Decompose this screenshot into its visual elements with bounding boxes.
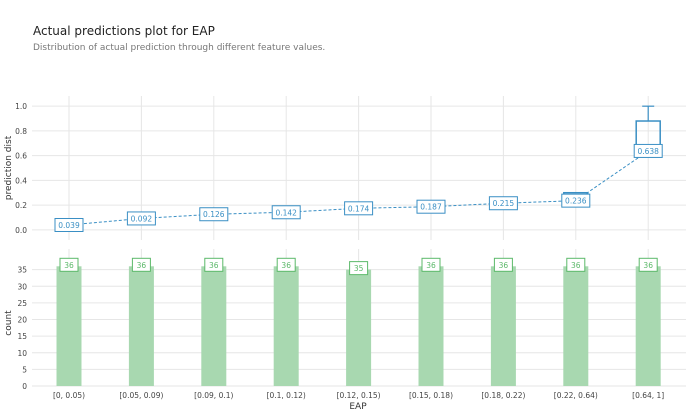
prediction-label-box [344,201,374,216]
x-tick-label: [0.64, 1] [632,391,664,400]
count-bar [201,266,227,386]
x-tick-label: [0.18, 0.22) [481,391,525,400]
bottom-y-tick-label: 30 [17,282,27,291]
prediction-label-box [54,217,84,232]
count-label-box [349,261,369,276]
bottom-y-axis-label: count [4,310,14,336]
top-y-tick-label: 0.6 [15,152,27,161]
count-label: 36 [64,261,74,270]
bottom-y-tick-label: 0 [22,382,27,391]
count-bars [56,266,661,386]
bottom-y-tick-label: 35 [17,266,27,275]
count-bar [635,266,661,386]
top-panel-grid [32,96,686,240]
bottom-y-tick-label: 20 [17,316,27,325]
prediction-label-box [561,193,591,208]
count-label: 36 [137,261,147,270]
count-bar [56,266,82,386]
prediction-label-box [416,199,446,214]
prediction-label-box [199,207,229,222]
x-tick-label: [0.15, 0.18) [409,391,453,400]
chart-title: Actual predictions plot for EAP [33,24,215,38]
count-bar [273,266,299,386]
top-y-tick-label: 0.8 [15,127,27,136]
prediction-label-box [488,196,518,211]
count-label-box [566,257,586,272]
count-bar [346,269,372,386]
prediction-label: 0.174 [348,204,370,213]
x-tick-label: [0, 0.05) [53,391,85,400]
count-label-box [204,257,224,272]
bottom-y-tick-label: 15 [17,332,27,341]
prediction-label: 0.092 [131,214,153,223]
count-bar [563,266,589,386]
prediction-label-box [271,205,301,220]
count-label-box [421,257,441,272]
count-label-box [493,257,513,272]
top-y-tick-label: 0.0 [15,226,27,235]
count-label: 35 [354,264,364,273]
count-label: 36 [571,261,581,270]
count-label: 36 [499,261,509,270]
count-label-box [59,257,79,272]
bottom-y-tick-label: 10 [17,349,27,358]
prediction-label: 0.236 [565,197,587,206]
axes-text: 0.0 0.2 0.4 0.6 0.8 1.0 0 5 10 15 20 25 30 35 [0, 0.05… [15,102,664,400]
top-y-tick-label: 0.4 [15,176,27,185]
count-label-box [276,257,296,272]
bottom-y-tick-label: 5 [22,365,27,374]
top-y-tick-label: 0.2 [15,201,27,210]
count-label-box [131,257,151,272]
x-axis-label: EAP [349,402,367,412]
prediction-label: 0.142 [275,208,297,217]
x-tick-label: [0.05, 0.09) [119,391,163,400]
prediction-label: 0.187 [420,203,442,212]
prediction-label: 0.126 [203,210,225,219]
x-tick-label: [0.12, 0.15) [337,391,381,400]
x-tick-label: [0.09, 0.1) [194,391,233,400]
count-label: 36 [426,261,436,270]
top-y-axis-label: prediction dist [4,135,14,200]
count-label-box [638,257,658,272]
count-label: 36 [209,261,219,270]
count-label: 36 [643,261,653,270]
prediction-label-box [126,211,156,226]
prediction-label-box [633,143,663,158]
x-tick-label: [0.1, 0.12) [267,391,306,400]
prediction-label: 0.638 [637,147,659,156]
prediction-label: 0.039 [58,221,80,230]
count-bar [128,266,154,386]
prediction-label: 0.215 [493,199,515,208]
bottom-y-tick-label: 25 [17,299,27,308]
count-bar [418,266,444,386]
chart-subtitle: Distribution of actual prediction throug… [33,43,326,53]
top-y-tick-label: 1.0 [15,102,27,111]
count-bar [490,266,516,386]
count-label: 36 [281,261,291,270]
data-labels: 36 36 36 36 35 36 36 36 36 0.039 0.092 0.126 0.142 0.… [54,143,663,276]
x-tick-label: [0.22, 0.64) [554,391,598,400]
